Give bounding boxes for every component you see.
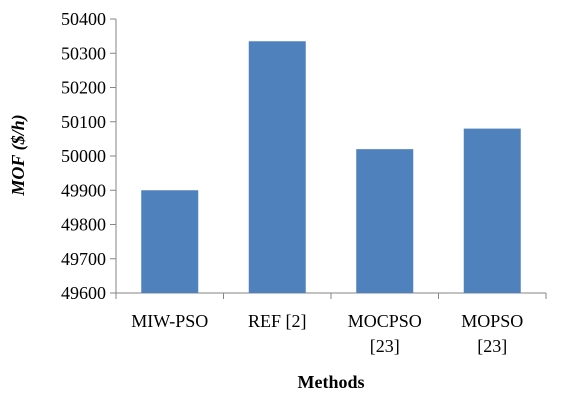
y-tick-label: 50000: [61, 146, 106, 166]
x-category-label: MIW-PSO: [131, 311, 208, 331]
bar-miw-pso: [141, 190, 199, 293]
x-axis: MIW-PSO REF [2] MOCPSO [23] MOPSO [23]: [115, 292, 547, 356]
y-tick-label: 50400: [61, 9, 106, 29]
y-tick-label: 49600: [61, 283, 106, 303]
x-category-label: REF [2]: [248, 311, 307, 331]
x-category-label: [23]: [370, 336, 400, 356]
x-category-label: [23]: [477, 336, 507, 356]
y-axis: 49600 49700 49800 49900 50000 50100 50200 50300…: [61, 9, 117, 303]
y-axis-title: MOF ($/h): [8, 114, 29, 196]
y-tick-label: 50100: [61, 112, 106, 132]
x-category-label: MOPSO: [461, 311, 523, 331]
y-tick-label: 49900: [61, 180, 106, 200]
x-category-label: MOCPSO: [348, 311, 422, 331]
y-tick-label: 50200: [61, 78, 106, 98]
bar-mocpso-23: [356, 149, 414, 293]
bar-ref-2: [248, 41, 306, 294]
y-tick-label: 49800: [61, 215, 106, 235]
x-axis-title: Methods: [298, 372, 365, 392]
bars: [141, 41, 521, 294]
y-tick-label: 50300: [61, 43, 106, 63]
bar-mopso-23: [463, 128, 521, 293]
y-tick-label: 49700: [61, 249, 106, 269]
